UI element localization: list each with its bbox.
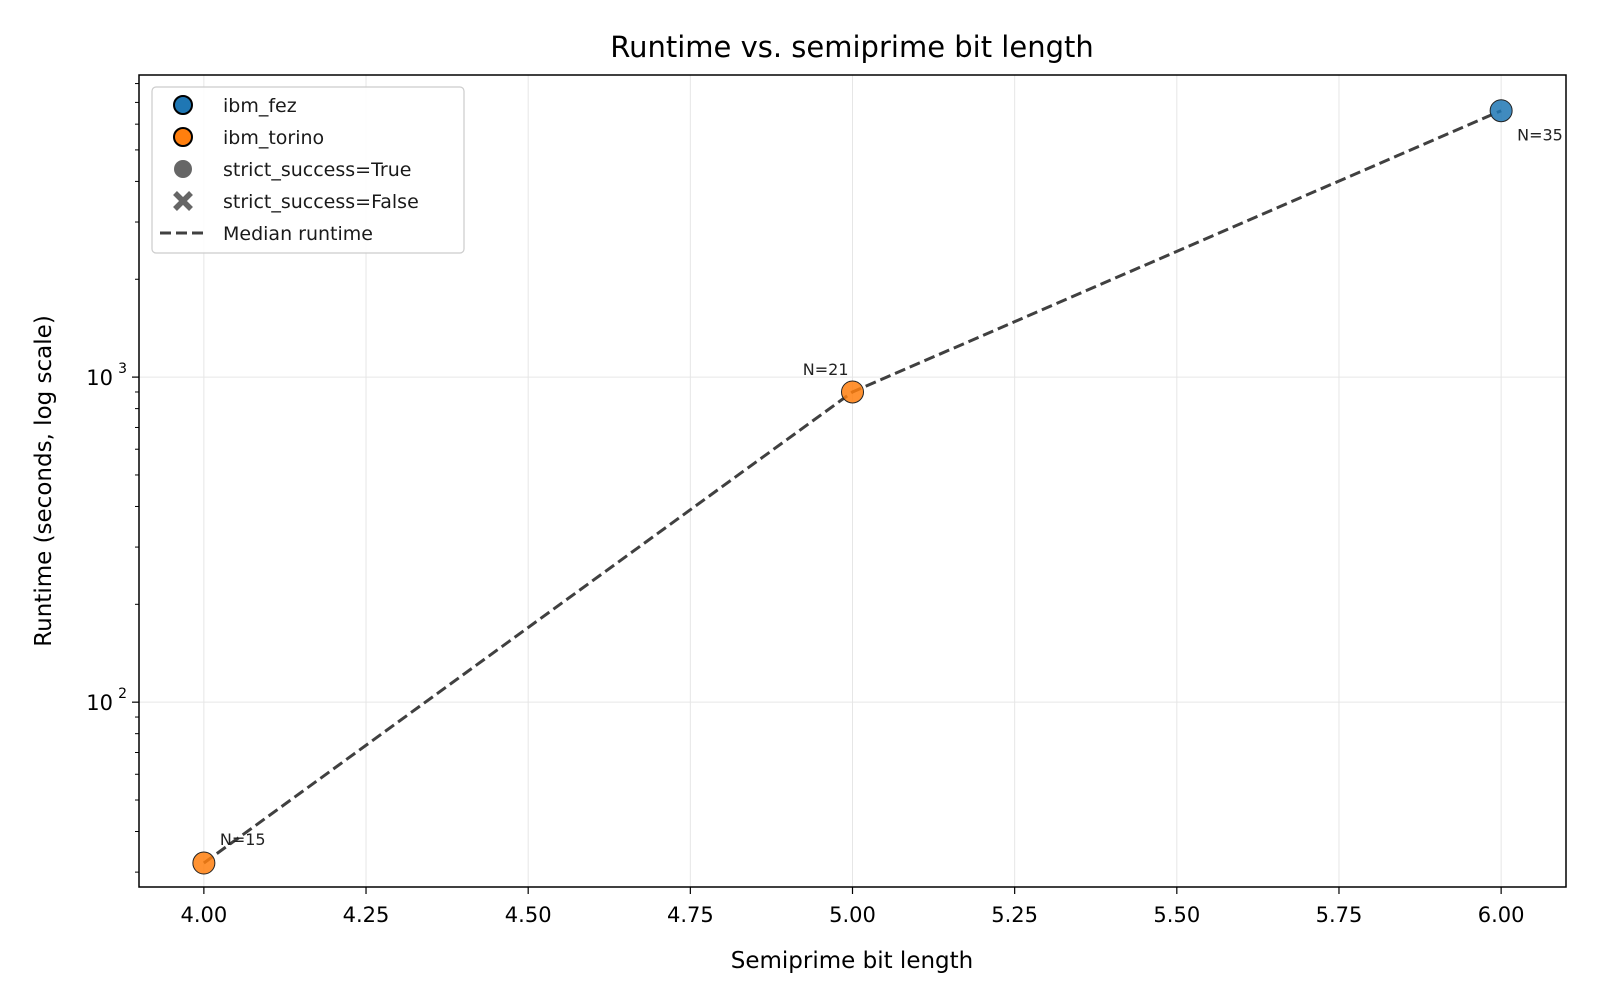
legend-marker-circle (174, 160, 192, 178)
data-point-ibm-torino (841, 380, 864, 404)
x-tick-label: 4.75 (667, 903, 714, 927)
x-tick-label: 4.25 (343, 903, 390, 927)
legend-marker-circle (173, 95, 193, 115)
x-axis-ticks: 4.00 4.25 4.50 4.75 5.00 5.25 5.50 5.75 6.00 (180, 887, 1525, 927)
x-axis-label: Semiprime bit length (731, 948, 974, 974)
y-tick-exponent: 3 (118, 361, 127, 377)
point-annotation: N=35 (1517, 126, 1563, 145)
x-tick-label: 5.75 (1316, 903, 1363, 927)
x-tick-label: 5.00 (829, 903, 876, 927)
legend-label: strict_success=True (223, 159, 411, 181)
legend-label: strict_success=False (223, 191, 419, 213)
legend-label: Median runtime (223, 223, 373, 245)
y-tick-exponent: 2 (118, 686, 127, 702)
data-point-ibm-fez (1489, 99, 1513, 123)
legend-label: ibm_fez (223, 95, 297, 117)
x-tick-label: 6.00 (1478, 903, 1525, 927)
chart-title: Runtime vs. semiprime bit length (610, 30, 1094, 64)
legend-box (151, 86, 465, 254)
data-point-ibm-torino (192, 851, 216, 875)
legend-marker-x (173, 191, 193, 211)
point-annotation: N=15 (220, 830, 266, 849)
legend-label: ibm_torino (223, 127, 324, 149)
x-tick-label: 4.00 (180, 903, 227, 927)
y-axis-ticks: 10 2 10 3 (86, 83, 139, 873)
legend-marker-circle (173, 127, 193, 147)
data-points: N=35 N=15 N=21 (192, 99, 1563, 875)
x-tick-label: 5.25 (991, 903, 1038, 927)
y-tick-label: 10 (86, 366, 113, 390)
legend: ibm_fez ibm_torino strict_success=Truestri… (151, 86, 465, 254)
x-tick-label: 5.50 (1153, 903, 1200, 927)
point-annotation: N=21 (803, 360, 849, 379)
y-axis-label: Runtime (seconds, log scale) (31, 315, 57, 647)
x-tick-label: 4.50 (505, 903, 552, 927)
y-tick-label: 10 (86, 691, 113, 715)
